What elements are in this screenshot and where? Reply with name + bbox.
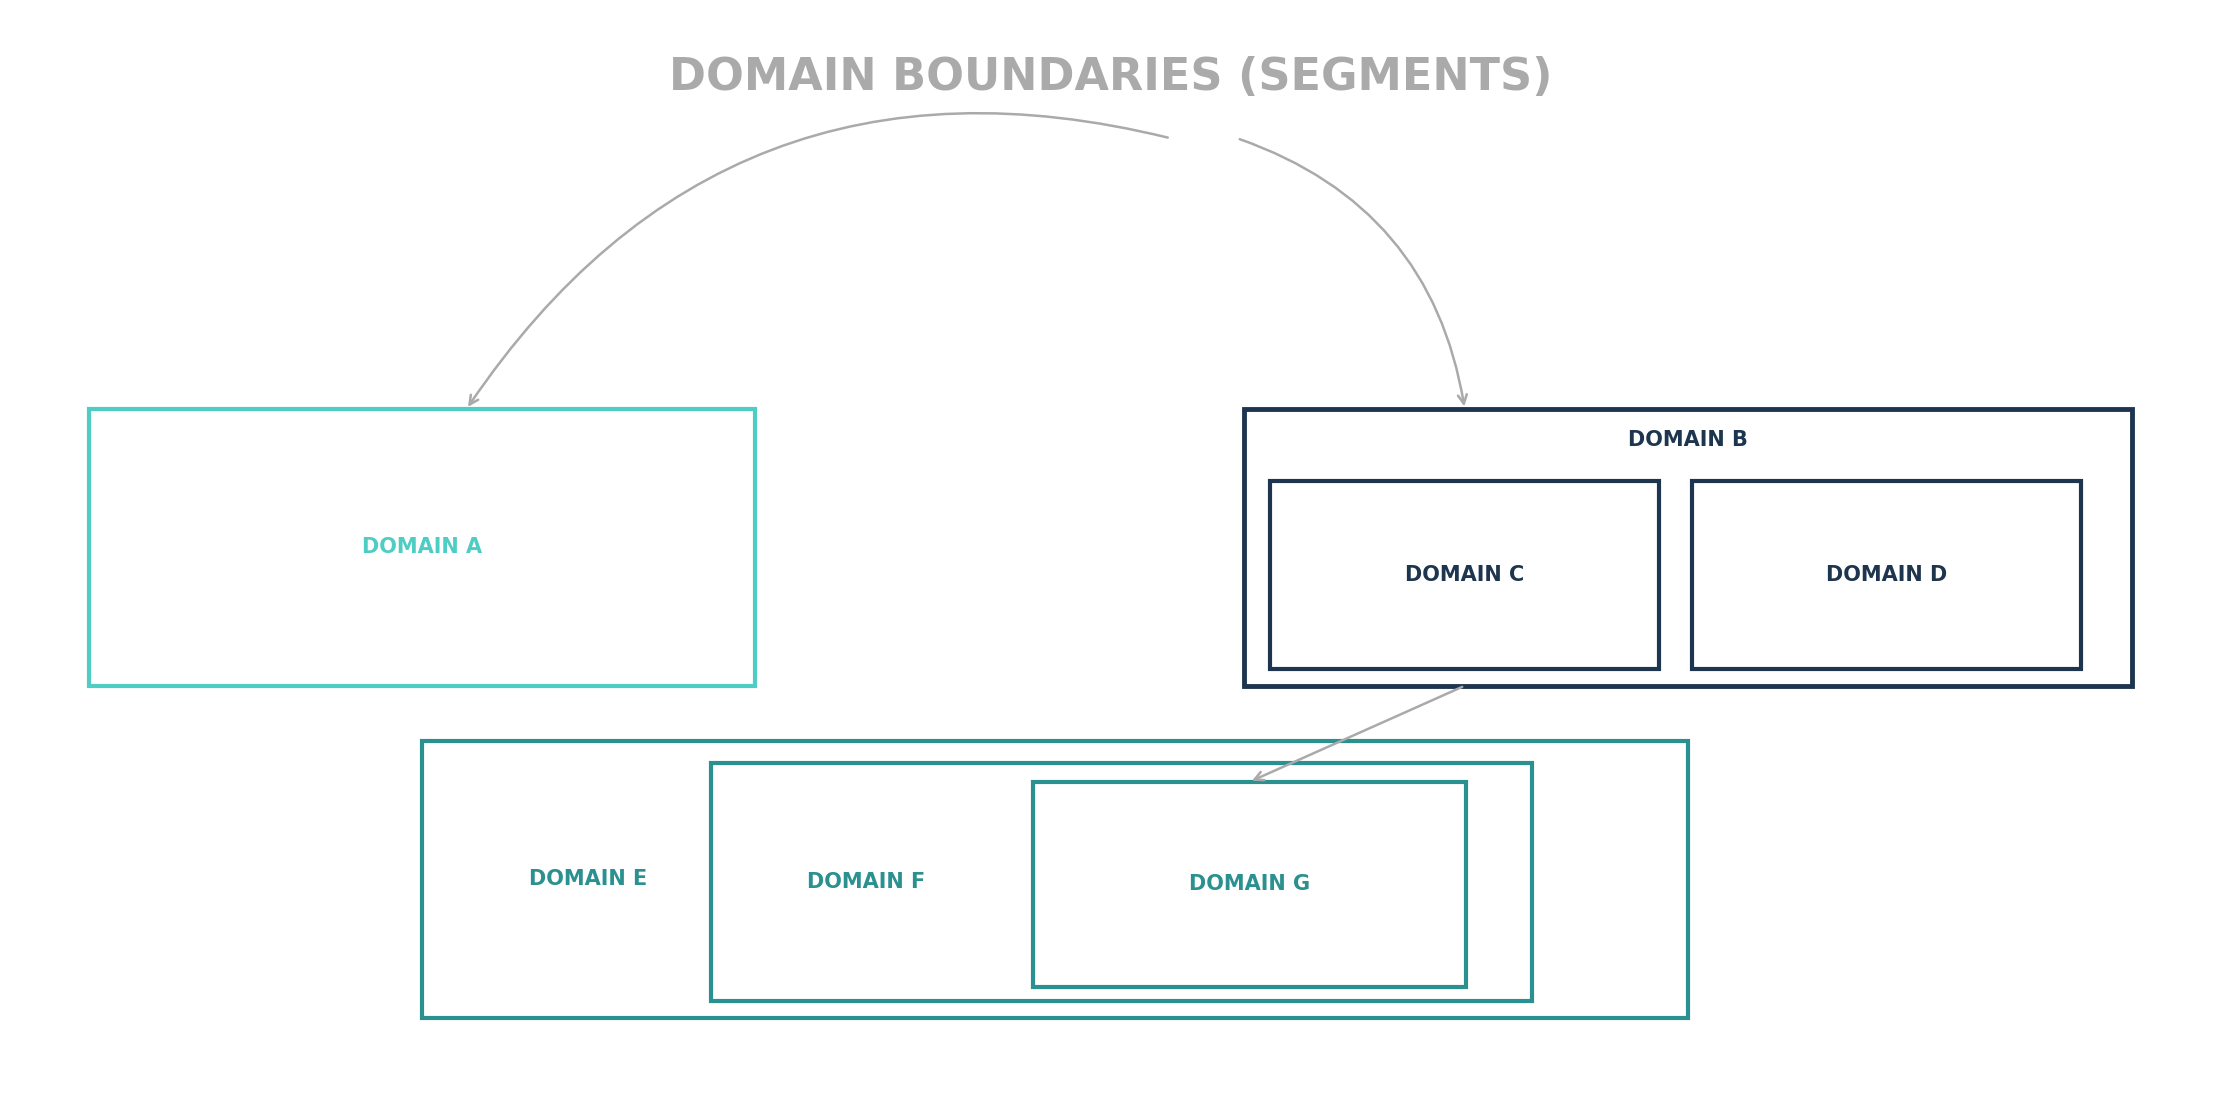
Text: DOMAIN G: DOMAIN G [1188, 874, 1310, 895]
FancyBboxPatch shape [1033, 782, 1466, 987]
FancyBboxPatch shape [1244, 409, 2132, 686]
Text: DOMAIN D: DOMAIN D [1826, 565, 1948, 585]
FancyBboxPatch shape [422, 741, 1688, 1018]
FancyBboxPatch shape [1692, 481, 2081, 669]
Text: DOMAIN BOUNDARIES (SEGMENTS): DOMAIN BOUNDARIES (SEGMENTS) [669, 56, 1552, 98]
FancyBboxPatch shape [1270, 481, 1659, 669]
Text: DOMAIN F: DOMAIN F [806, 872, 926, 893]
Text: DOMAIN B: DOMAIN B [1628, 430, 1748, 450]
FancyBboxPatch shape [89, 409, 755, 686]
Text: DOMAIN C: DOMAIN C [1406, 565, 1524, 585]
Text: DOMAIN A: DOMAIN A [362, 538, 482, 557]
Text: DOMAIN E: DOMAIN E [529, 869, 649, 889]
FancyBboxPatch shape [711, 763, 1532, 1001]
